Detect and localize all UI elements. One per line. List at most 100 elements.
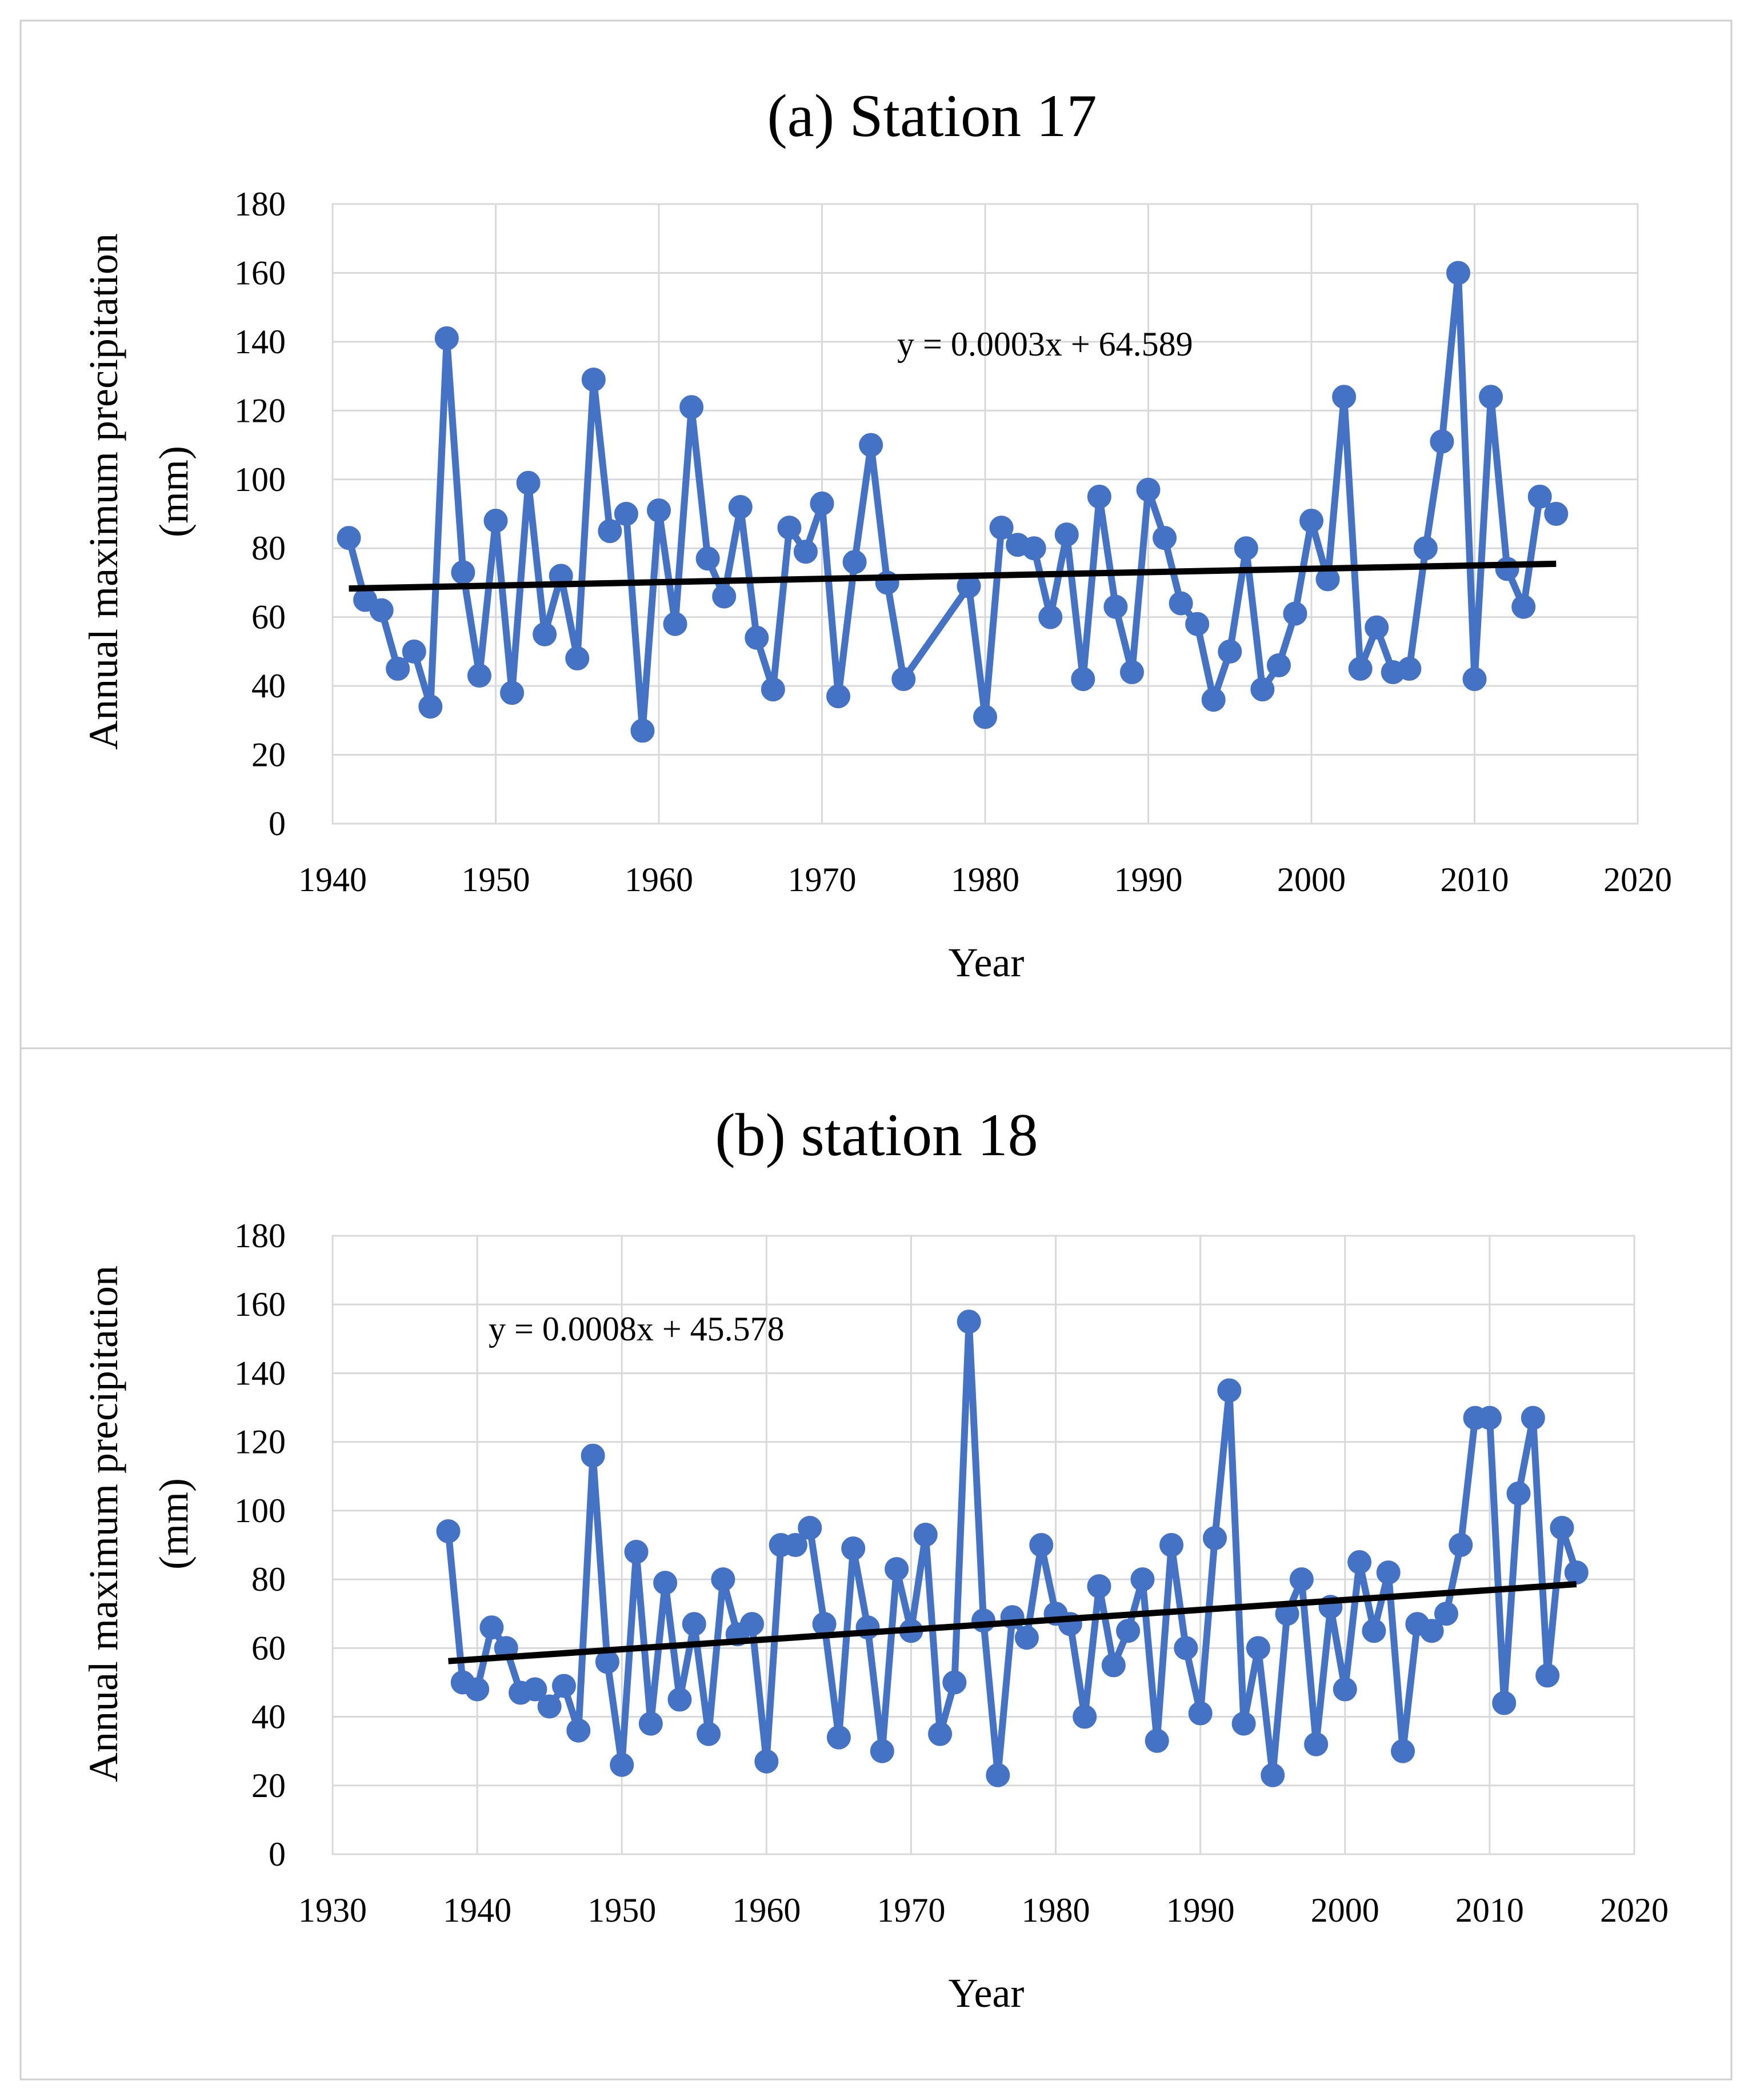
data-point [859, 433, 883, 457]
y-tick-label: 60 [251, 598, 286, 636]
data-point [793, 540, 818, 564]
data-point [783, 1533, 807, 1557]
data-point [928, 1722, 953, 1746]
x-tick-label: 1980 [951, 861, 1019, 899]
data-point [973, 705, 997, 729]
data-point [523, 1677, 547, 1702]
y-tick-label: 120 [234, 1423, 286, 1461]
data-point [842, 550, 867, 574]
data-point [1511, 594, 1536, 619]
data-point [1347, 1550, 1372, 1575]
y-tick-label: 80 [251, 529, 286, 567]
y-tick-label: 40 [251, 1698, 286, 1736]
x-tick-label: 1960 [732, 1891, 801, 1929]
data-point [1479, 385, 1503, 409]
data-point [697, 1722, 721, 1746]
data-point [1201, 688, 1226, 712]
data-point [1174, 1636, 1198, 1660]
y-tick-label: 0 [269, 805, 286, 843]
data-point [1071, 667, 1095, 692]
data-point [971, 1608, 995, 1633]
data-point [1348, 657, 1373, 681]
x-tick-label: 1940 [298, 861, 367, 899]
data-point [1202, 1526, 1227, 1550]
data-point [1073, 1704, 1097, 1729]
data-point [647, 498, 671, 522]
data-point [1521, 1406, 1545, 1430]
data-point [1038, 605, 1063, 629]
data-point [891, 667, 916, 692]
data-point [337, 526, 361, 550]
y-tick-label: 100 [234, 461, 286, 498]
data-point [1333, 1677, 1357, 1702]
data-point [516, 470, 541, 495]
data-point [1217, 1378, 1242, 1403]
data-point [1185, 612, 1210, 636]
data-point [566, 1718, 591, 1743]
data-point [1145, 1728, 1169, 1753]
data-point [479, 1615, 504, 1640]
y-axis-label-line-2: (mm) [151, 446, 197, 537]
data-point [989, 516, 1014, 540]
data-point [537, 1694, 562, 1719]
data-point [1477, 1406, 1502, 1430]
data-point [451, 560, 475, 585]
data-point [467, 664, 491, 688]
data-point [1266, 653, 1291, 677]
x-tick-label: 1950 [587, 1891, 656, 1929]
data-point [1283, 601, 1307, 626]
data-point [1391, 1739, 1415, 1763]
data-point [1332, 385, 1357, 409]
x-tick-label: 2010 [1455, 1891, 1524, 1929]
y-tick-label: 120 [234, 392, 286, 429]
y-tick-label: 100 [234, 1492, 286, 1530]
y-axis-label: Annual maximum precipitation (mm) [81, 233, 197, 750]
x-tick-label: 2000 [1277, 861, 1346, 899]
y-tick-label: 160 [234, 1285, 286, 1323]
trendline-equation: y = 0.0003x + 64.589 [897, 325, 1193, 363]
data-point [695, 546, 720, 571]
x-tick-label: 1940 [443, 1891, 511, 1929]
data-point [1159, 1533, 1184, 1557]
data-point [754, 1749, 779, 1774]
x-tick-label: 1960 [625, 861, 693, 899]
data-point [565, 646, 590, 670]
data-point [1119, 660, 1144, 685]
y-tick-label: 20 [251, 1767, 286, 1804]
data-point [1492, 1691, 1517, 1715]
chart-station-17: (a) Station 17 0 20 40 60 80 100 120 140 160 180 1… [19, 19, 1733, 1049]
data-point [1289, 1567, 1314, 1592]
data-point [1527, 484, 1552, 509]
x-tick-label: 2010 [1441, 861, 1509, 899]
y-tick-label: 60 [251, 1629, 286, 1667]
data-point [638, 1711, 663, 1736]
data-point [1462, 667, 1487, 692]
data-point [436, 1519, 461, 1543]
data-point [1014, 1626, 1039, 1650]
y-tick-label: 80 [251, 1560, 286, 1598]
y-axis-label-line-1: Annual maximum precipitation [81, 1265, 126, 1782]
data-point [630, 718, 655, 743]
data-point [1231, 1711, 1256, 1736]
y-tick-label: 140 [234, 323, 286, 361]
x-tick-label: 1930 [298, 1891, 367, 1929]
data-point [1261, 1763, 1285, 1787]
data-point [500, 681, 525, 705]
data-point [1250, 677, 1275, 702]
chart-title: (b) station 18 [715, 1101, 1038, 1168]
data-point [1304, 1732, 1329, 1756]
x-tick-label: 1970 [877, 1891, 945, 1929]
data-point [1218, 639, 1242, 664]
data-point [1419, 1619, 1444, 1643]
y-axis-label-line-1: Annual maximum precipitation [81, 233, 126, 750]
x-tick-label: 2000 [1311, 1891, 1379, 1929]
y-tick-label: 160 [234, 254, 286, 292]
data-point [465, 1677, 490, 1702]
data-point [957, 1309, 981, 1334]
data-point [653, 1571, 678, 1595]
data-point [810, 491, 834, 516]
x-tick-label: 1990 [1114, 861, 1183, 899]
data-point [1434, 1602, 1458, 1626]
y-tick-label: 180 [234, 185, 286, 223]
